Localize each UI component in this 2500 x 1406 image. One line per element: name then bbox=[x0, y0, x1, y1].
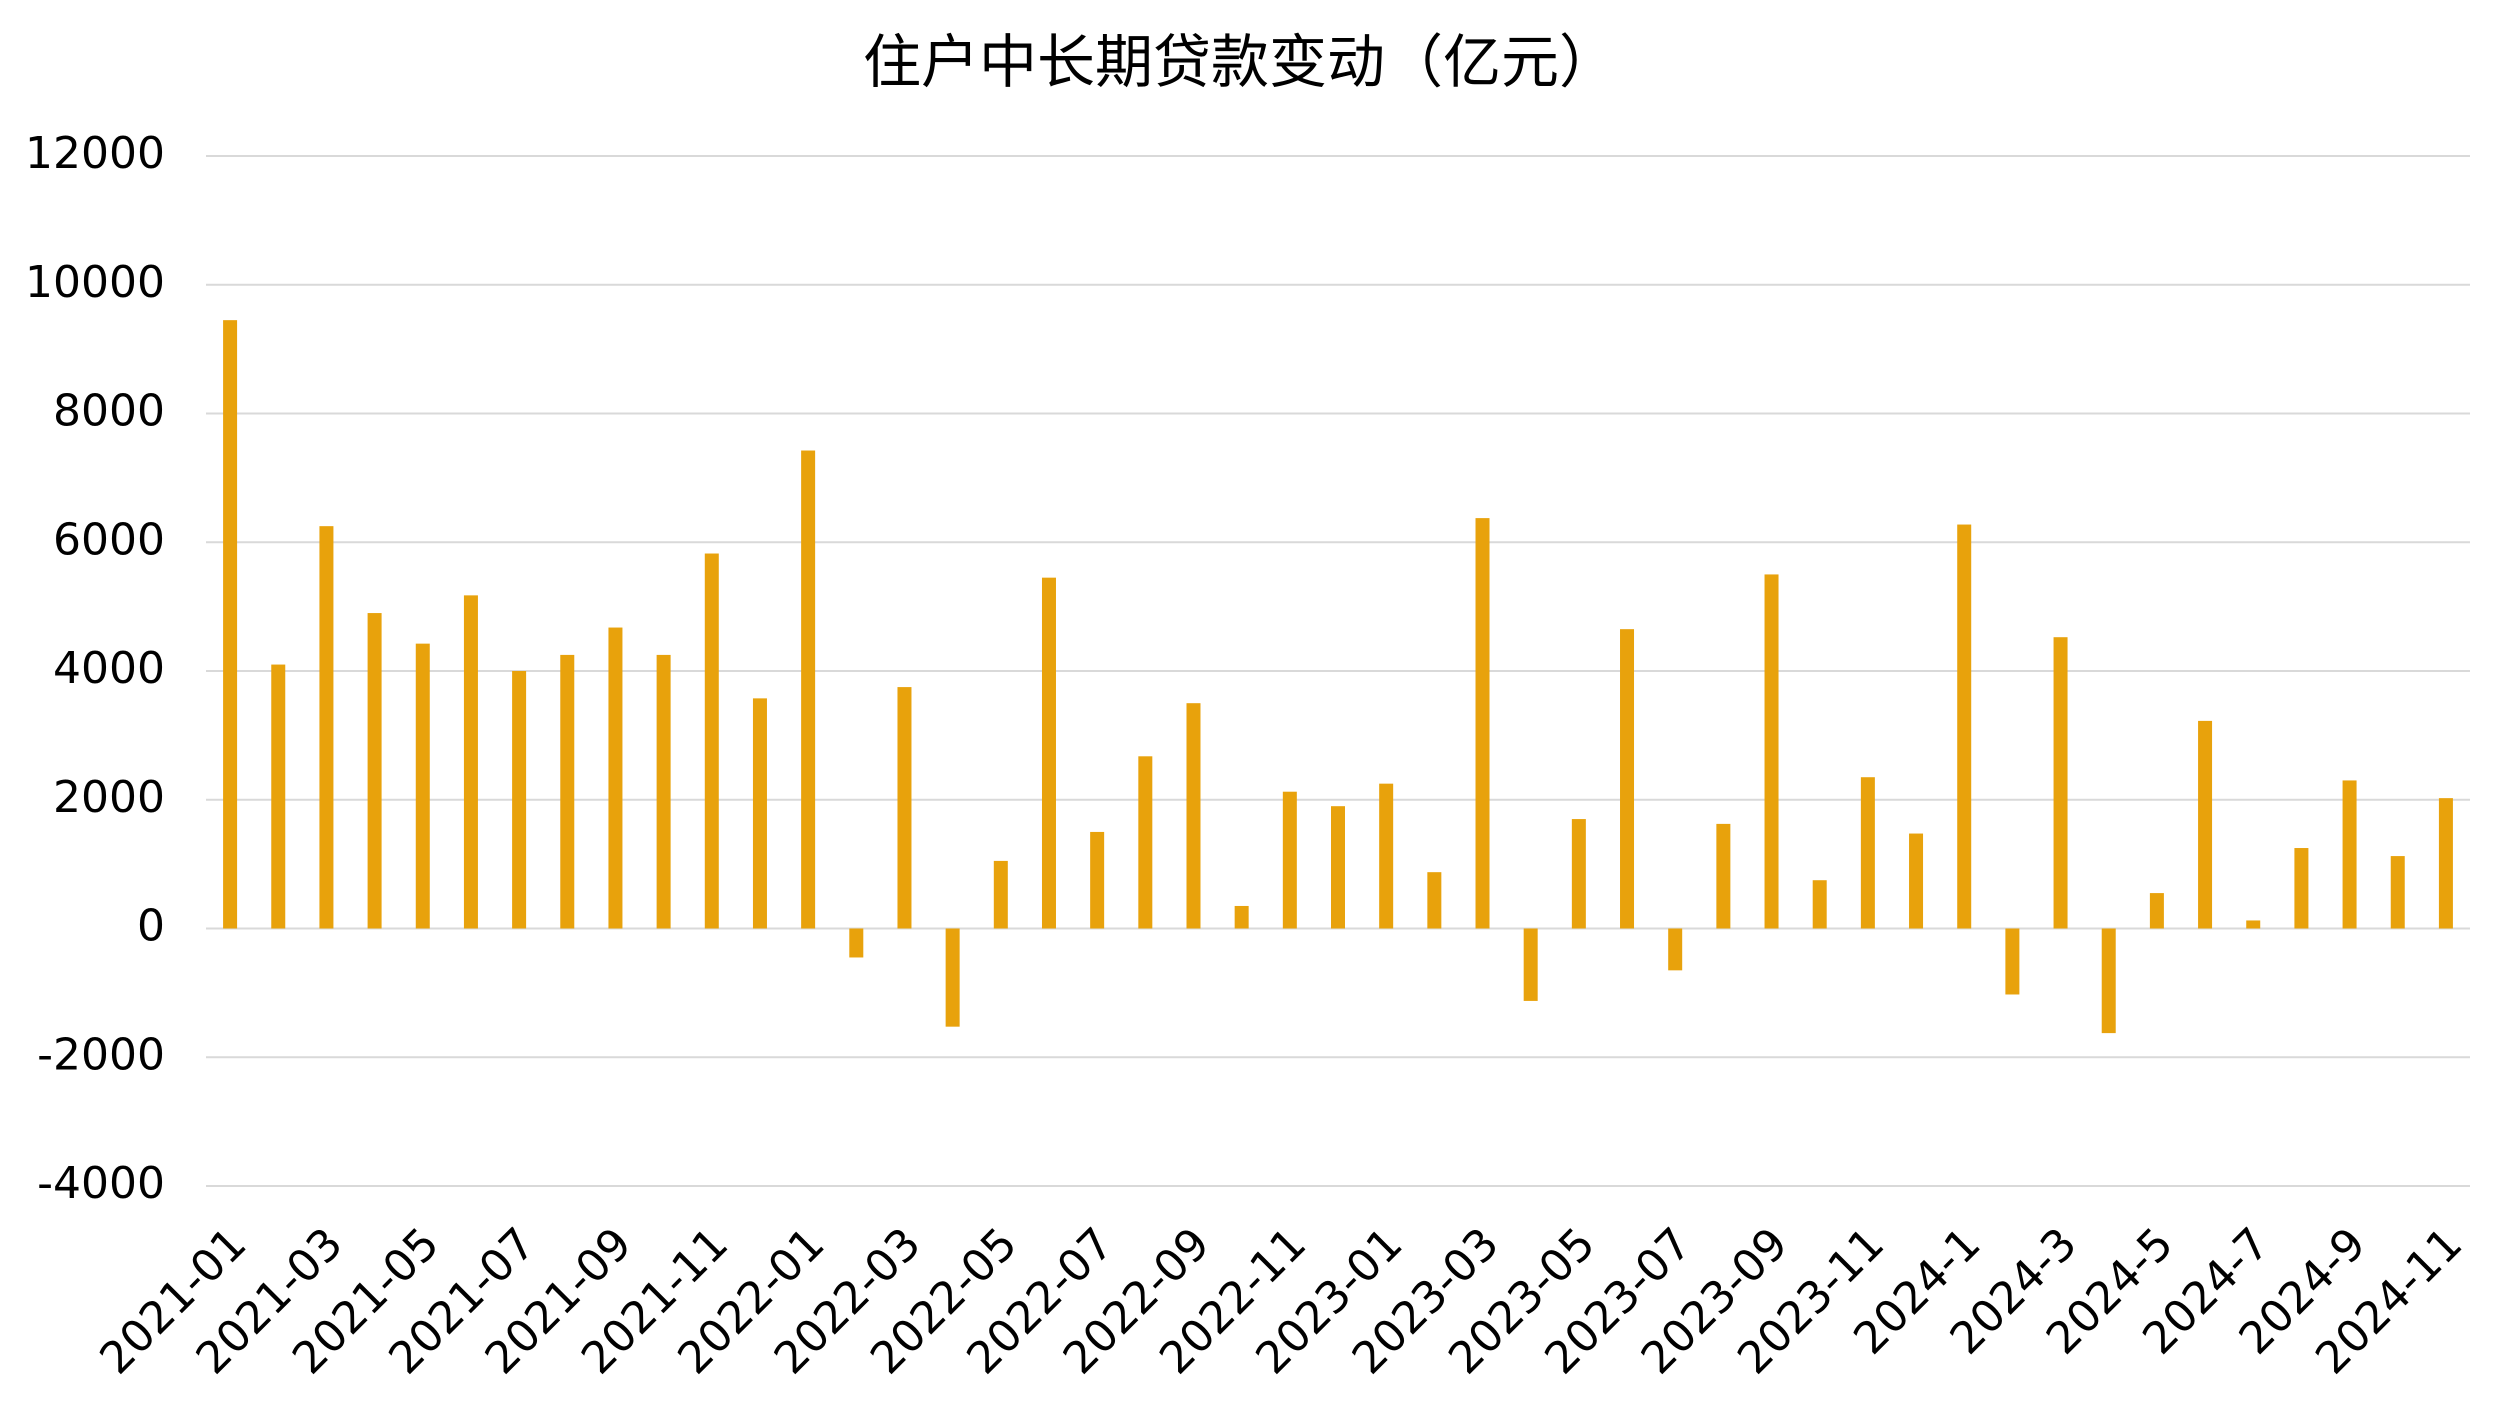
bar bbox=[2198, 720, 2213, 929]
bar bbox=[1186, 703, 1201, 929]
bar bbox=[1812, 880, 1827, 929]
bar bbox=[1041, 577, 1056, 929]
bar bbox=[1523, 928, 1538, 1001]
bar bbox=[415, 643, 430, 929]
y-tick-label: -2000 bbox=[37, 1029, 165, 1080]
y-tick-label: 2000 bbox=[53, 772, 165, 823]
bar bbox=[2342, 780, 2357, 929]
bar bbox=[319, 526, 334, 929]
bar bbox=[2149, 893, 2164, 929]
bar bbox=[608, 627, 623, 929]
bar bbox=[704, 553, 719, 929]
y-tick-label: 12000 bbox=[25, 128, 165, 179]
bar bbox=[993, 860, 1008, 929]
bar bbox=[463, 595, 478, 929]
bar bbox=[1379, 783, 1394, 929]
bar bbox=[2438, 798, 2453, 929]
bar bbox=[271, 664, 286, 929]
bar bbox=[1716, 823, 1731, 929]
bar bbox=[2390, 856, 2405, 929]
bar bbox=[1957, 524, 1972, 929]
y-tick-label: 0 bbox=[137, 901, 165, 952]
bar bbox=[1234, 905, 1249, 929]
y-tick-label: 8000 bbox=[53, 386, 165, 437]
chart-title: 住户中长期贷款变动（亿元） bbox=[863, 28, 1617, 96]
bar bbox=[560, 654, 575, 929]
bar bbox=[2101, 928, 2116, 1034]
bar bbox=[752, 698, 767, 929]
bar bbox=[897, 687, 912, 929]
bar bbox=[1909, 833, 1924, 929]
bar bbox=[1860, 777, 1875, 929]
bar bbox=[1571, 819, 1586, 929]
bar bbox=[2246, 920, 2261, 929]
bar bbox=[849, 928, 864, 958]
bar bbox=[1138, 756, 1153, 929]
bar bbox=[367, 613, 382, 929]
bar bbox=[512, 671, 527, 929]
y-tick-label: 4000 bbox=[53, 643, 165, 694]
bar bbox=[1282, 791, 1297, 929]
bar bbox=[656, 654, 671, 929]
bar bbox=[2053, 637, 2068, 929]
y-tick-label: 10000 bbox=[25, 257, 165, 308]
bar bbox=[945, 928, 960, 1027]
bar bbox=[1427, 872, 1442, 929]
bar bbox=[1475, 518, 1490, 929]
bar bbox=[1331, 806, 1345, 929]
bar bbox=[2005, 928, 2020, 995]
y-tick-label: -4000 bbox=[37, 1158, 165, 1209]
bar bbox=[2294, 848, 2309, 929]
bar bbox=[801, 450, 816, 929]
bar bbox=[223, 320, 238, 929]
bar bbox=[1090, 831, 1105, 929]
y-tick-label: 6000 bbox=[53, 514, 165, 565]
bar bbox=[1668, 928, 1683, 971]
bar bbox=[1764, 574, 1779, 929]
bar bbox=[1620, 629, 1635, 929]
